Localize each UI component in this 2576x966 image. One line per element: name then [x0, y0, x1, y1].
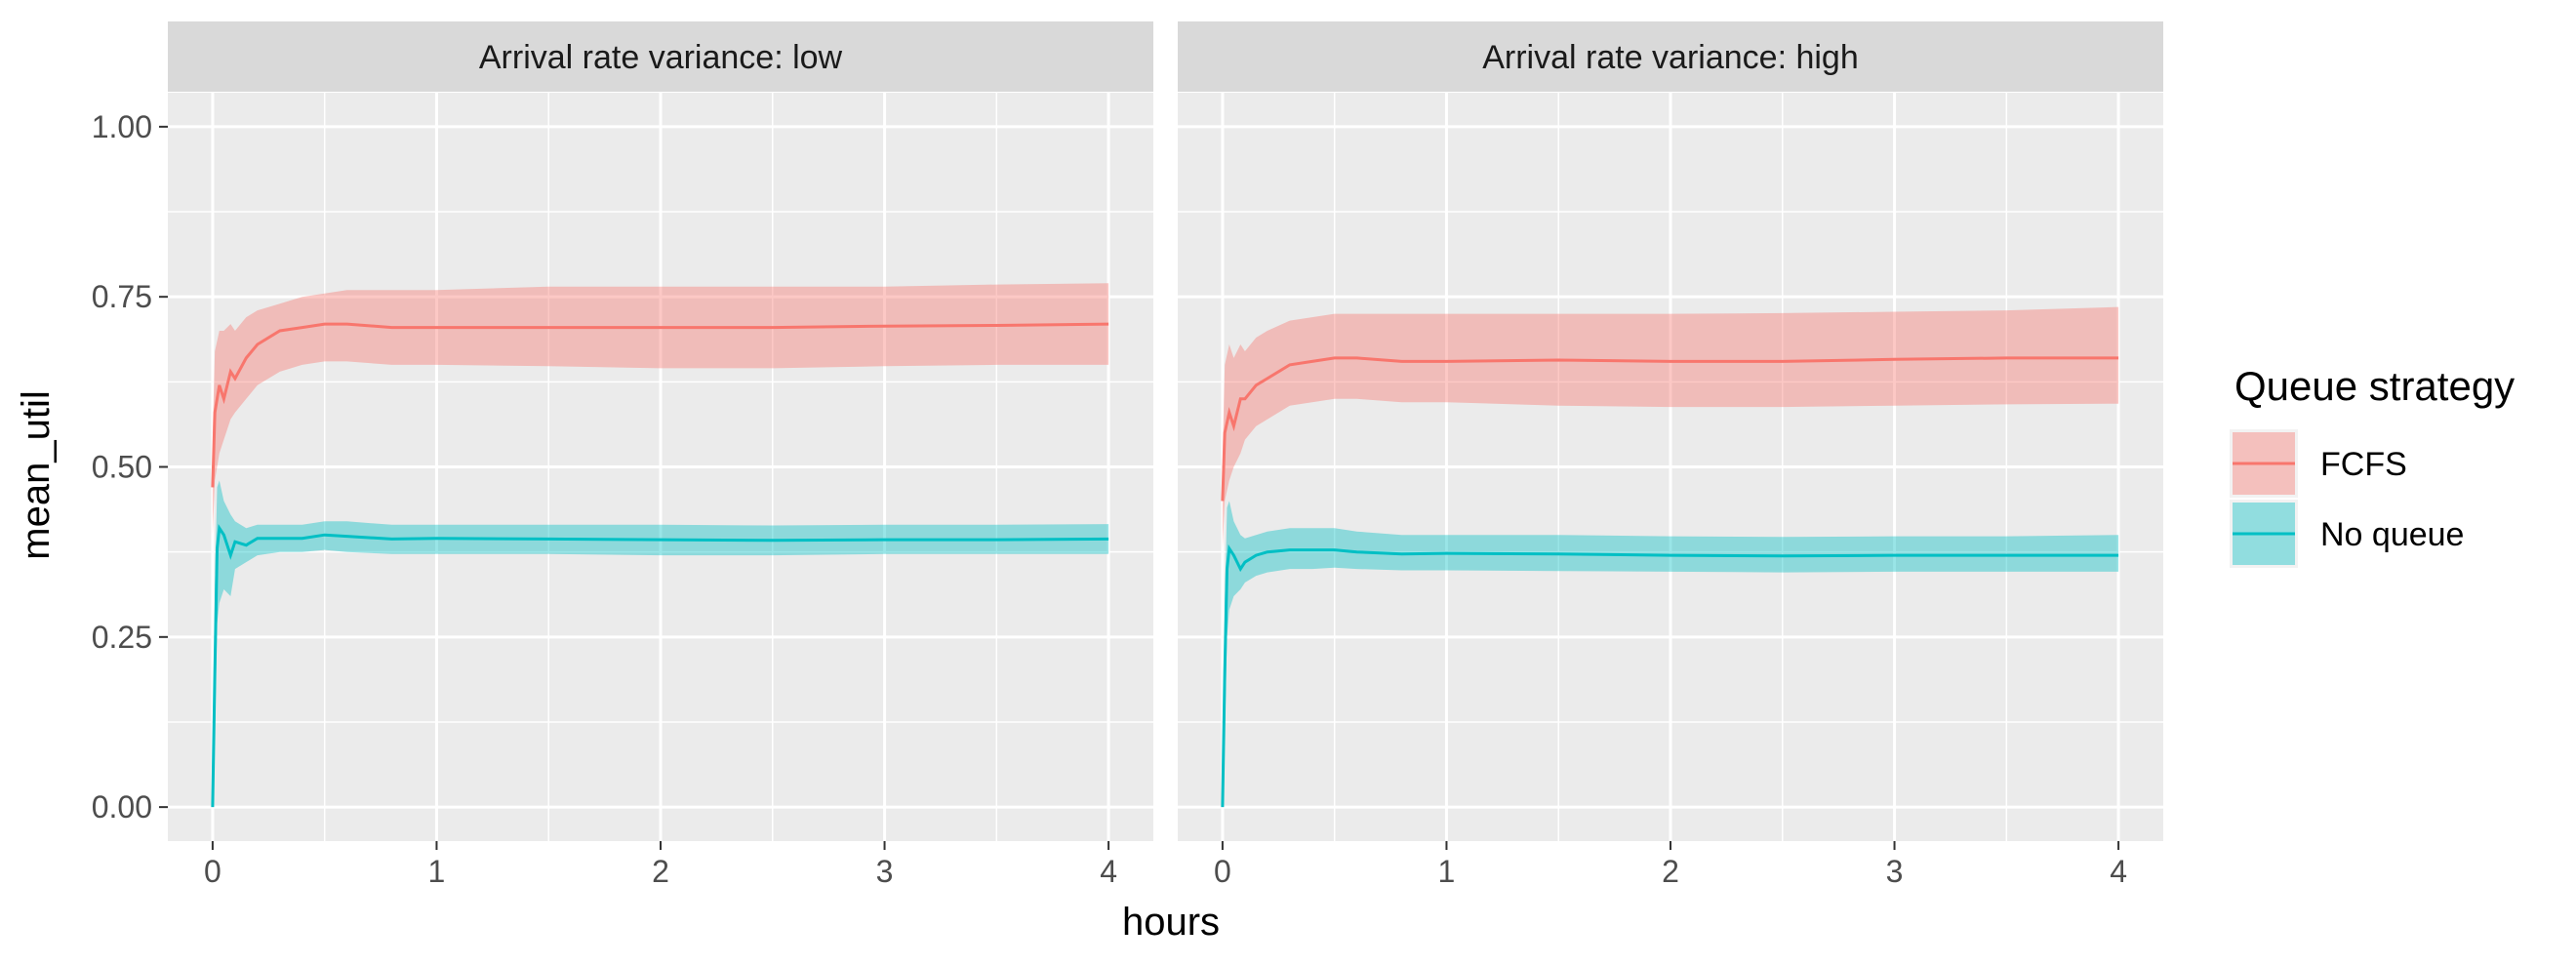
y-tick-label: 1.00 — [92, 109, 152, 144]
y-tick-label: 0.00 — [92, 789, 152, 825]
y-tick-label: 0.25 — [92, 620, 152, 655]
y-tick-label: 0.75 — [92, 279, 152, 314]
series-line-fcfs — [211, 322, 1109, 488]
x-tick-label: 3 — [1886, 854, 1904, 889]
panel-title: Arrival rate variance: low — [479, 39, 843, 76]
panel-title: Arrival rate variance: high — [1482, 39, 1859, 76]
legend-label: FCFS — [2320, 446, 2407, 483]
panel-strip — [1178, 21, 2163, 92]
x-axis-title: hours — [1122, 901, 1220, 944]
x-tick-label: 3 — [876, 854, 894, 889]
series-line-no-queue — [1221, 543, 2119, 808]
x-tick-label: 4 — [1100, 854, 1117, 889]
y-axis: 0.00 0.25 0.50 0.75 1.00 — [92, 109, 168, 825]
legend-item-no-queue: No queue — [2230, 500, 2464, 568]
legend-title: Queue strategy — [2234, 363, 2515, 409]
panel-2: Arrival rate variance: high 0 1 2 3 4 — [1178, 21, 2163, 889]
panel-strip — [168, 21, 1153, 92]
ribbon-fcfs — [1222, 306, 2119, 549]
legend-item-fcfs: FCFS — [2230, 429, 2407, 498]
x-tick-label: 0 — [204, 854, 221, 889]
x-tick-label: 0 — [1214, 854, 1231, 889]
series-line-fcfs — [1221, 356, 2119, 502]
ribbon-fcfs — [212, 283, 1109, 536]
legend: Queue strategy FCFS No queue — [2230, 363, 2515, 568]
y-tick-label: 0.50 — [92, 450, 152, 485]
y-axis-title: mean_util — [15, 390, 58, 559]
series-line-no-queue — [211, 524, 1109, 808]
ribbon-no-queue — [1222, 501, 2119, 808]
x-tick-label: 4 — [2110, 854, 2127, 889]
x-tick-label: 1 — [1438, 854, 1456, 889]
x-tick-label: 2 — [652, 854, 669, 889]
ribbon-no-queue — [212, 480, 1109, 808]
legend-label: No queue — [2320, 516, 2464, 553]
x-tick-label: 1 — [428, 854, 446, 889]
panel-1: Arrival rate variance: low 0 1 2 3 4 — [168, 21, 1153, 889]
x-tick-label: 2 — [1662, 854, 1679, 889]
